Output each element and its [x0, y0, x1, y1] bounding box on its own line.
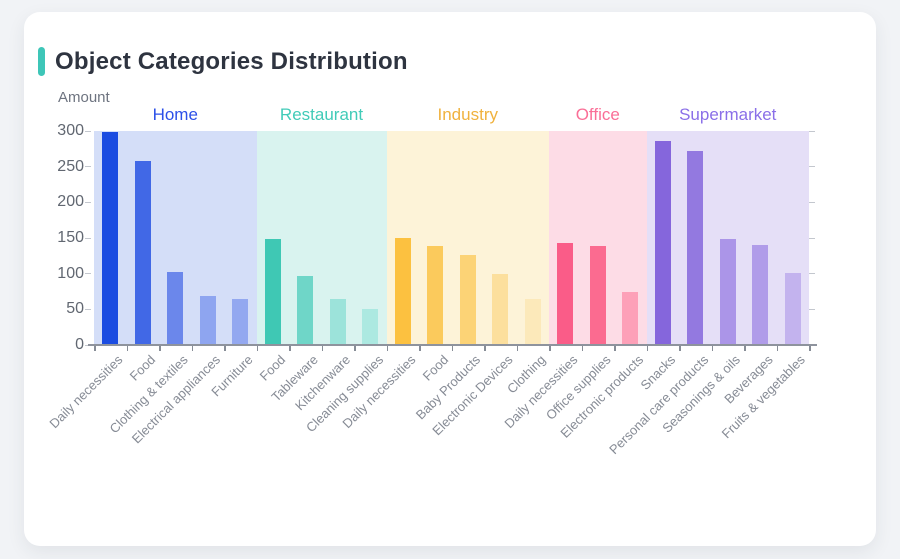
x-axis-tick: [484, 346, 486, 351]
x-axis-tick: [419, 346, 421, 351]
x-axis-tick: [256, 346, 258, 351]
y-axis-tick-right: [809, 308, 815, 310]
x-axis-tick: [191, 346, 193, 351]
x-axis-tick: [581, 346, 583, 351]
y-tick-label: 100: [57, 264, 84, 282]
y-axis-tick: [85, 201, 91, 203]
y-axis-tick: [85, 237, 91, 239]
bar: [654, 140, 671, 345]
x-axis-tick: [289, 346, 291, 351]
title-accent-bar: [38, 47, 45, 76]
x-axis-tick: [744, 346, 746, 351]
y-axis-name: Amount: [58, 89, 110, 106]
group-label: Office: [575, 105, 620, 124]
bar: [589, 245, 606, 345]
x-axis-tick: [126, 346, 128, 351]
bar: [329, 298, 346, 345]
bar: [199, 295, 216, 345]
x-axis-tick: [516, 346, 518, 351]
bar: [459, 255, 476, 345]
y-tick-label: 250: [57, 157, 84, 175]
y-tick-label: 200: [57, 193, 84, 211]
y-axis-tick-right: [809, 237, 815, 239]
y-tick-label: 0: [75, 336, 84, 353]
y-tick-label: 150: [57, 229, 84, 246]
bar: [524, 299, 541, 345]
x-axis-line: [88, 344, 817, 346]
bar: [264, 238, 281, 345]
bar: [232, 299, 249, 345]
title-row: Object Categories Distribution: [38, 47, 408, 76]
y-axis-tick-right: [809, 130, 815, 132]
bar: [102, 132, 119, 345]
x-axis-tick: [94, 346, 96, 351]
bar: [622, 291, 639, 345]
x-axis-tick: [354, 346, 356, 351]
bar: [687, 150, 704, 345]
bar: [492, 273, 509, 345]
x-axis-tick: [321, 346, 323, 351]
bar: [557, 242, 574, 345]
y-axis-tick: [85, 166, 91, 168]
y-axis-tick-right: [809, 201, 815, 203]
group-label: Supermarket: [679, 105, 777, 124]
x-axis-tick: [614, 346, 616, 351]
bar: [719, 239, 736, 345]
group-label: Restaurant: [279, 105, 364, 124]
y-tick-label: 50: [66, 300, 84, 318]
y-axis-tick-right: [809, 166, 815, 168]
bar: [167, 272, 184, 345]
y-tick-label: 300: [57, 122, 84, 139]
bar: [297, 275, 314, 345]
x-axis-tick: [159, 346, 161, 351]
bar: [394, 238, 411, 345]
x-axis-tick: [809, 346, 811, 351]
x-axis-tick: [646, 346, 648, 351]
y-axis-tick: [85, 130, 91, 132]
x-axis-tick: [224, 346, 226, 351]
group-label: Home: [152, 105, 198, 124]
x-axis-tick: [451, 346, 453, 351]
chart-title: Object Categories Distribution: [55, 47, 408, 75]
group-label: Industry: [437, 105, 498, 124]
bar: [752, 245, 769, 345]
bar: [427, 245, 444, 345]
y-axis-tick-right: [809, 273, 815, 275]
y-axis-tick: [85, 308, 91, 310]
x-axis-tick: [776, 346, 778, 351]
bar: [784, 272, 801, 345]
x-axis-tick: [549, 346, 551, 351]
x-axis-tick: [679, 346, 681, 351]
bar: [362, 308, 379, 345]
y-axis-tick: [85, 273, 91, 275]
x-axis-tick: [386, 346, 388, 351]
bar: [134, 160, 151, 345]
x-axis-tick: [711, 346, 713, 351]
